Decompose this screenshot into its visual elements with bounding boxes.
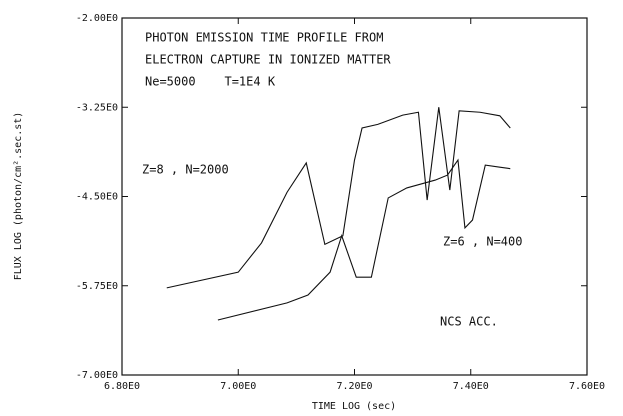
series-line (166, 107, 511, 289)
y-tick-label: -2.00E0 (76, 13, 118, 24)
annotation: NCS ACC. (440, 315, 498, 329)
series-label: Z=8 , N=2000 (142, 163, 229, 177)
y-tick-label: -3.25E0 (76, 102, 118, 113)
series-label: Z=6 , N=400 (443, 235, 522, 249)
y-tick-label: -5.75E0 (76, 281, 118, 292)
x-tick-label: 7.60E0 (569, 381, 605, 392)
y-tick-label: -7.00E0 (76, 370, 118, 381)
chart-subtitle: Ne=5000 T=1E4 K (145, 75, 276, 89)
x-tick-label: 7.00E0 (220, 381, 256, 392)
y-tick-label: -4.50E0 (76, 192, 118, 203)
plot-frame (121, 17, 588, 376)
chart-title: PHOTON EMISSION TIME PROFILE FROM (145, 31, 383, 45)
chart-title: ELECTRON CAPTURE IN IONIZED MATTER (145, 53, 391, 67)
x-tick-label: 6.80E0 (104, 381, 140, 392)
series-line (217, 158, 511, 321)
y-axis-label: FLUX LOG (photon/cm².sec.st) (13, 112, 24, 281)
x-tick-label: 7.40E0 (453, 381, 489, 392)
x-axis-label: TIME LOG (sec) (312, 401, 396, 412)
x-tick-label: 7.20E0 (336, 381, 372, 392)
